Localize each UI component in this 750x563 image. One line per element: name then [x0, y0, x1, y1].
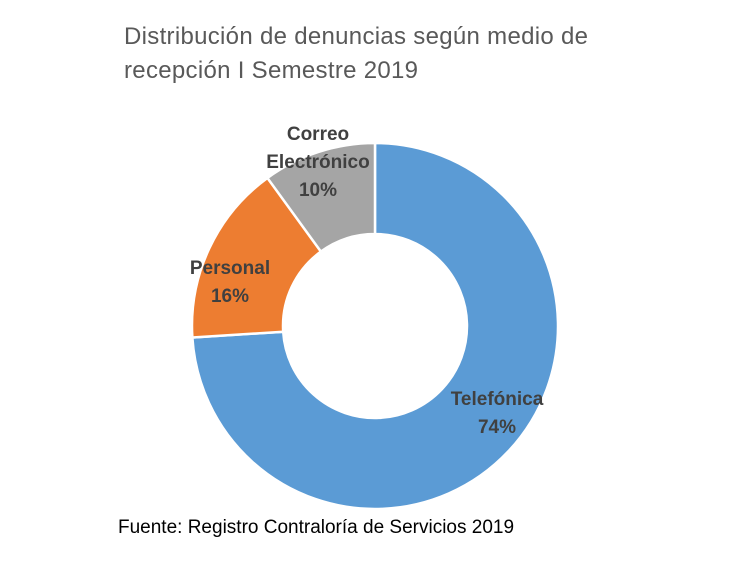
data-label-value: 16%	[211, 286, 249, 307]
chart-title: Distribución de denuncias según medio de…	[124, 20, 684, 88]
donut-slice-personal	[190, 176, 323, 339]
data-label-category: Personal	[190, 258, 270, 279]
data-label-category: Correo	[287, 124, 349, 145]
donut-slice-telef-nica	[191, 141, 560, 511]
data-label-value: 74%	[478, 417, 516, 438]
source-note: Fuente: Registro Contraloría de Servicio…	[118, 517, 515, 538]
chart-title-line-2: recepción I Semestre 2019	[124, 57, 419, 84]
data-label-category: Electrónico	[266, 152, 369, 173]
donut-slice-correo-electr-nico	[265, 141, 377, 254]
chart-title-line-1: Distribución de denuncias según medio de	[124, 23, 589, 50]
data-label-value: 10%	[299, 180, 337, 201]
data-label-category: Telefónica	[451, 389, 544, 410]
